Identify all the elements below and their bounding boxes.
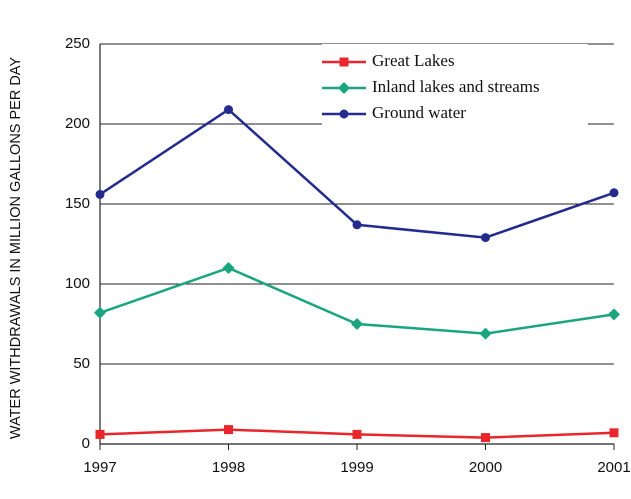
y-tick-label: 250 [65,35,90,52]
marker [222,262,235,274]
marker [481,233,490,243]
marker [481,433,490,443]
x-tick-label: 1998 [212,459,245,476]
y-tick-label: 100 [65,275,90,292]
y-tick-label: 200 [65,115,90,132]
marker [224,425,233,435]
marker [339,109,349,119]
marker [609,428,619,438]
marker [609,188,619,198]
legend-label: Great Lakes [372,51,455,70]
marker [95,189,105,199]
marker [94,306,106,319]
marker [224,105,233,115]
x-tick-label: 2001 [597,459,630,476]
marker [352,220,362,230]
y-tick-label: 50 [73,355,90,372]
legend-label: Ground water [372,103,466,122]
marker [352,429,362,439]
x-tick-label: 1999 [340,459,373,476]
legend-box [322,44,588,130]
x-tick-label: 2000 [469,459,502,476]
x-tick-label: 1997 [83,459,116,476]
marker [351,318,363,330]
marker [339,57,349,67]
marker [608,308,620,321]
marker [479,327,492,340]
y-tick-label: 0 [82,435,90,452]
y-axis-label: WATER WITHDRAWALS IN MILLION GALLONS PER… [8,57,24,439]
marker [95,429,105,439]
marker [338,82,350,94]
y-tick-label: 150 [65,195,90,212]
legend-label: Inland lakes and streams [372,77,540,96]
